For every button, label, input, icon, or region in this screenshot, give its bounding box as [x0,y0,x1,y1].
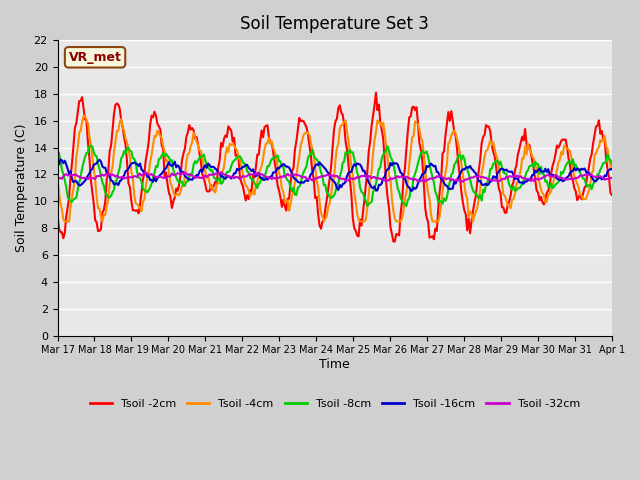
Tsoil -4cm [54,178,61,184]
Tsoil -4cm [81,113,89,119]
Tsoil -8cm [534,161,542,167]
Tsoil -32cm [90,176,97,181]
Tsoil -2cm [372,90,380,96]
Tsoil -32cm [607,175,614,181]
Tsoil -16cm [534,168,542,173]
Tsoil -16cm [92,161,99,167]
Tsoil -16cm [452,181,460,187]
Tsoil -32cm [72,172,80,178]
Tsoil -4cm [93,194,100,200]
Tsoil -16cm [407,188,415,193]
Line: Tsoil -32cm: Tsoil -32cm [58,172,612,181]
Tsoil -32cm [608,175,616,181]
Title: Soil Temperature Set 3: Soil Temperature Set 3 [240,15,429,33]
Tsoil -2cm [90,201,97,206]
Tsoil -8cm [87,143,95,149]
Tsoil -2cm [339,112,346,118]
Tsoil -2cm [452,133,460,139]
Tsoil -32cm [340,176,348,181]
Tsoil -8cm [92,153,99,158]
Tsoil -4cm [607,163,614,168]
Y-axis label: Soil Temperature (C): Soil Temperature (C) [15,124,28,252]
Tsoil -8cm [608,161,616,167]
Tsoil -32cm [534,177,542,182]
Line: Tsoil -4cm: Tsoil -4cm [58,116,612,221]
Tsoil -2cm [534,190,542,195]
Tsoil -8cm [340,159,348,165]
Tsoil -8cm [54,150,61,156]
Tsoil -16cm [608,166,616,172]
Line: Tsoil -2cm: Tsoil -2cm [58,93,612,241]
Tsoil -16cm [54,162,61,168]
Tsoil -4cm [342,118,349,123]
Line: Tsoil -8cm: Tsoil -8cm [58,146,612,206]
Tsoil -16cm [607,166,614,172]
Legend: Tsoil -2cm, Tsoil -4cm, Tsoil -8cm, Tsoil -16cm, Tsoil -32cm: Tsoil -2cm, Tsoil -4cm, Tsoil -8cm, Tsoi… [85,395,584,413]
Tsoil -16cm [340,180,348,186]
Tsoil -2cm [391,239,399,244]
X-axis label: Time: Time [319,358,350,371]
Tsoil -8cm [403,203,410,209]
Tsoil -16cm [74,181,82,187]
Tsoil -32cm [451,178,458,183]
Tsoil -32cm [217,169,225,175]
Tsoil -8cm [607,157,614,163]
Tsoil -4cm [608,166,616,171]
Tsoil -4cm [74,145,82,151]
Tsoil -2cm [72,120,80,126]
Tsoil -8cm [72,195,80,201]
Tsoil -2cm [54,212,61,217]
Tsoil -16cm [56,156,64,162]
Text: VR_met: VR_met [68,51,122,64]
Tsoil -32cm [54,175,61,181]
Tsoil -32cm [459,179,467,184]
Tsoil -8cm [452,160,460,166]
Tsoil -2cm [608,192,616,198]
Tsoil -4cm [534,174,542,180]
Line: Tsoil -16cm: Tsoil -16cm [58,159,612,191]
Tsoil -4cm [61,218,68,224]
Tsoil -2cm [607,190,614,196]
Tsoil -4cm [452,131,460,136]
